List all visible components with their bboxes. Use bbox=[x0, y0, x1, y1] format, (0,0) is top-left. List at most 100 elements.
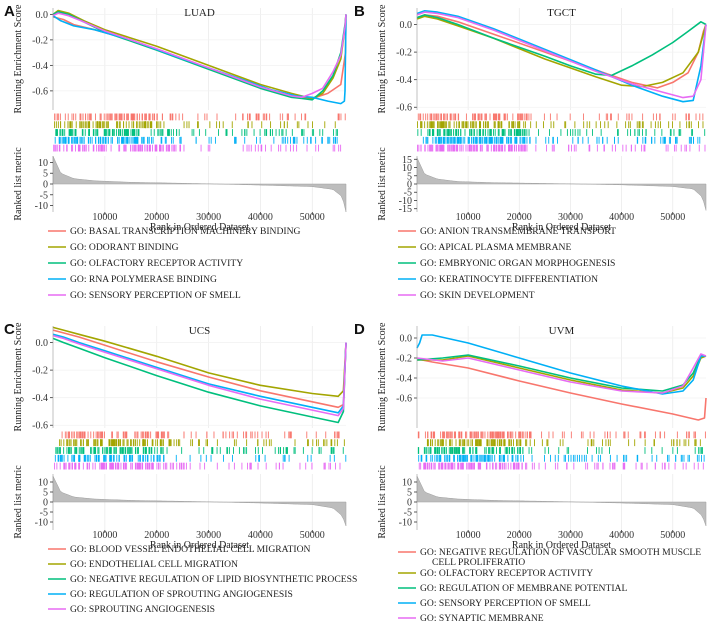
barcode-row-5 bbox=[418, 462, 704, 470]
x-tick-label: 50000 bbox=[660, 530, 685, 541]
barcode-row-2 bbox=[54, 121, 336, 129]
legend-label: GO: ODORANT BINDING bbox=[70, 242, 179, 253]
panel-letter: A bbox=[4, 3, 15, 20]
rank-y-tick-label: -5 bbox=[40, 190, 48, 201]
es-line-3 bbox=[52, 337, 347, 424]
x-axis-label: Rank in Ordered Dataset bbox=[512, 222, 611, 233]
legend-item: GO: OLFACTORY RECEPTOR ACTIVITY bbox=[48, 258, 243, 269]
legend-item: GO: REGULATION OF MEMBRANE POTENTIAL bbox=[398, 583, 627, 594]
panel-title: UCS bbox=[189, 325, 210, 337]
rank-y-tick-label: 10 bbox=[402, 478, 412, 489]
x-tick-label: 20000 bbox=[144, 530, 169, 541]
x-axis-label: Rank in Ordered Dataset bbox=[150, 540, 249, 551]
es-y-tick-label: 0.0 bbox=[400, 334, 413, 345]
rank-y-tick-label: 5 bbox=[43, 488, 48, 499]
panel-letter: B bbox=[354, 3, 365, 20]
x-tick-label: 20000 bbox=[507, 530, 532, 541]
es-line-5 bbox=[52, 12, 347, 99]
barcode-row-3 bbox=[417, 447, 703, 454]
legend-item: GO: APICAL PLASMA MEMBRANE bbox=[398, 242, 571, 253]
panel-a: A LUAD 0.0 -0.2 -0.4 -0.6 Running Enrichment S… bbox=[4, 3, 347, 301]
rank-y-label: Ranked list metric bbox=[13, 147, 24, 221]
panel-title: UVM bbox=[549, 325, 575, 337]
es-y-tick-label: -0.6 bbox=[32, 86, 48, 97]
legend-label: GO: KERATINOCYTE DIFFERENTIATION bbox=[420, 274, 598, 285]
legend-label: GO: NEGATIVE REGULATION OF LIPID BIOSYNT… bbox=[70, 574, 357, 585]
legend-item: GO: SKIN DEVELOPMENT bbox=[398, 290, 535, 301]
rank-metric-area bbox=[52, 475, 347, 527]
legend-item: GO: REGULATION OF SPROUTING ANGIOGENESIS bbox=[48, 589, 293, 600]
x-tick-label: 30000 bbox=[196, 530, 221, 541]
legend-item: GO: KERATINOCYTE DIFFERENTIATION bbox=[398, 274, 598, 285]
rank-y-tick-label: -5 bbox=[40, 508, 48, 519]
es-y-tick-label: -0.2 bbox=[32, 366, 48, 377]
legend-label: GO: SENSORY PERCEPTION OF SMELL bbox=[70, 290, 241, 301]
es-y-tick-label: -0.2 bbox=[32, 35, 48, 46]
x-tick-label: 20000 bbox=[507, 212, 532, 223]
barcode-row-4 bbox=[422, 136, 701, 144]
es-line-4 bbox=[52, 333, 347, 414]
rank-y-tick-label: 5 bbox=[407, 171, 412, 182]
rank-metric-area bbox=[52, 155, 347, 213]
x-tick-label: 10000 bbox=[456, 530, 481, 541]
rank-y-tick-label: -5 bbox=[404, 188, 412, 199]
es-line-4 bbox=[416, 10, 707, 103]
legend-label: GO: SPROUTING ANGIOGENESIS bbox=[70, 604, 215, 615]
es-y-tick-label: -0.2 bbox=[396, 48, 412, 59]
legend-label: GO: BASAL TRANSCRIPTION MACHINERY BINDIN… bbox=[70, 226, 301, 237]
rank-y-tick-label: 0 bbox=[43, 180, 48, 191]
x-tick-label: 30000 bbox=[558, 530, 583, 541]
es-y-tick-label: -0.2 bbox=[396, 354, 412, 365]
es-y-tick-label: -0.4 bbox=[32, 61, 48, 72]
legend-label: GO: SYNAPTIC MEMBRANE bbox=[420, 613, 544, 624]
rank-y-tick-label: -10 bbox=[35, 201, 48, 212]
rank-y-tick-label: 10 bbox=[38, 158, 48, 169]
barcode-row-4 bbox=[418, 454, 705, 462]
legend-item: GO: BASAL TRANSCRIPTION MACHINERY BINDIN… bbox=[48, 226, 301, 237]
es-line-3 bbox=[416, 14, 707, 77]
legend-label-cont: CELL PROLIFERATIO bbox=[432, 557, 525, 568]
rank-y-label: Ranked list metric bbox=[13, 465, 24, 539]
x-tick-label: 30000 bbox=[196, 212, 221, 223]
es-y-tick-label: -0.4 bbox=[396, 374, 412, 385]
rank-y-tick-label: -10 bbox=[399, 196, 412, 207]
barcode-row-2 bbox=[417, 121, 704, 129]
es-y-label: Running Enrichment Score bbox=[13, 322, 24, 431]
barcode-row-5 bbox=[417, 144, 706, 152]
es-y-tick-label: -0.6 bbox=[396, 394, 412, 405]
rank-y-tick-label: -5 bbox=[404, 508, 412, 519]
barcode-row-3 bbox=[55, 129, 338, 136]
es-y-tick-label: 0.0 bbox=[36, 10, 49, 21]
es-y-label: Running Enrichment Score bbox=[377, 322, 388, 431]
legend-item: GO: ENDOTHELIAL CELL MIGRATION bbox=[48, 559, 238, 570]
rank-y-tick-label: 0 bbox=[407, 180, 412, 191]
legend-label: GO: BLOOD VESSEL ENDOTHELIAL CELL MIGRAT… bbox=[70, 544, 311, 555]
barcode-row-1 bbox=[417, 113, 704, 121]
es-plot-area bbox=[53, 8, 346, 110]
es-line-1 bbox=[52, 329, 347, 409]
rank-y-tick-label: 0 bbox=[407, 498, 412, 509]
legend-item: GO: EMBRYONIC ORGAN MORPHOGENESIS bbox=[398, 258, 615, 269]
legend-label: GO: RNA POLYMERASE BINDING bbox=[70, 274, 217, 285]
es-line-2 bbox=[416, 15, 707, 88]
barcode-row-3 bbox=[417, 129, 706, 136]
x-tick-label: 50000 bbox=[300, 530, 325, 541]
legend-item: GO: ANION TRANSMEMBRANE TRANSPORT bbox=[398, 226, 616, 237]
x-tick-label: 40000 bbox=[248, 530, 273, 541]
rank-y-tick-label: 5 bbox=[407, 488, 412, 499]
panel-letter: C bbox=[4, 321, 15, 338]
x-tick-label: 20000 bbox=[144, 212, 169, 223]
legend-item: GO: SENSORY PERCEPTION OF SMELL bbox=[48, 290, 241, 301]
x-tick-label: 10000 bbox=[92, 212, 117, 223]
legend-item: GO: SENSORY PERCEPTION OF SMELL bbox=[398, 598, 591, 609]
es-line-5 bbox=[416, 353, 707, 394]
es-line-2 bbox=[52, 326, 347, 398]
rank-y-tick-label: 10 bbox=[38, 478, 48, 489]
es-y-label: Running Enrichment Score bbox=[13, 4, 24, 113]
barcode-row-5 bbox=[54, 462, 341, 470]
panel-letter: D bbox=[354, 321, 365, 338]
es-plot-area bbox=[53, 326, 346, 428]
x-tick-label: 10000 bbox=[92, 530, 117, 541]
rank-y-tick-label: -15 bbox=[399, 204, 412, 215]
